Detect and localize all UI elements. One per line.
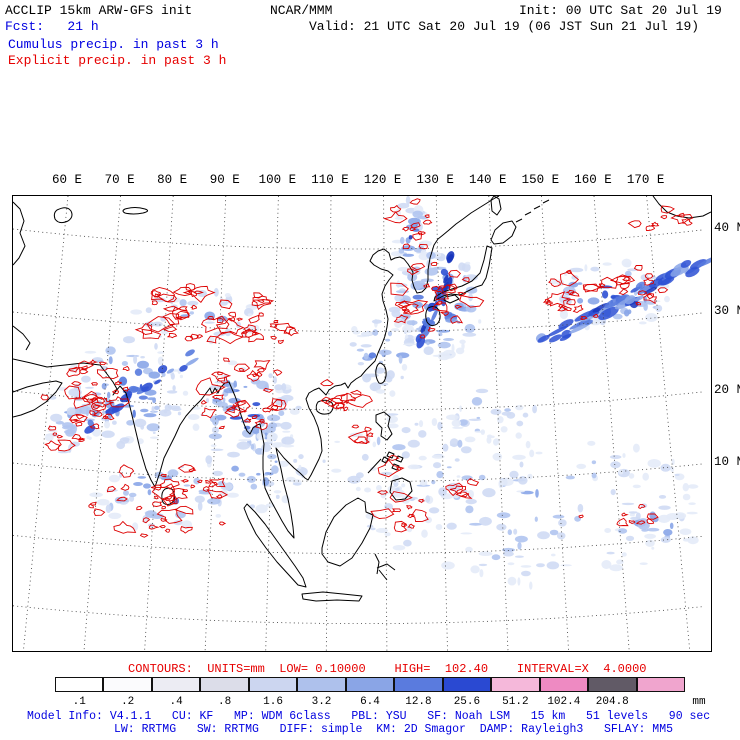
colorbar-box [200,677,249,692]
colorbar-box [297,677,346,692]
lon-label: 130 E [416,173,454,187]
map-canvas [13,196,711,651]
colorbar-tick-label: 12.8 [405,696,432,708]
lon-label: 110 E [311,173,349,187]
model-info-line2: LW: RRTMG SW: RRTMG DIFF: simple KM: 2D … [114,723,673,736]
colorbar-box [103,677,152,692]
lon-label: 70 E [104,173,135,187]
forecast-hour: Fcst: 21 h [5,19,99,34]
colorbar-box [248,677,298,692]
lat-label: 30 N [714,304,740,318]
latitude-axis: 40 N 30 N 20 N 10 N [714,195,740,650]
colorbar-box [394,677,443,692]
colorbar-tick-label: 102.4 [547,696,581,708]
lon-label: 100 E [258,173,297,187]
colorbar-tick-label: .8 [218,696,232,708]
lon-label: 90 E [209,173,240,187]
colorbar-tick-label: .4 [169,696,183,708]
lon-label: 120 E [363,173,402,187]
colorbar-tick-label: 204.8 [595,696,629,708]
longitude-axis: 60 E 70 E 80 E 90 E 100 E 110 E 120 E 130 E 140 … [12,173,710,189]
model-info-line1: Model Info: V4.1.1 CU: KF MP: WDM 6class… [27,710,711,723]
lon-label: 80 E [157,173,188,187]
colorbar-box [442,677,492,692]
coastlines [13,196,711,602]
init-time: Init: 00 UTC Sat 20 Jul 19 [519,3,722,18]
lon-label: 140 E [469,173,507,187]
colorbar-tick-label: 51.2 [502,696,529,708]
colorbar-tick-label: .1 [72,696,86,708]
colorbar-box [491,677,540,692]
colorbar-tick-label: .2 [121,696,135,708]
lat-label: 10 N [714,455,740,469]
valid-time: Valid: 21 UTC Sat 20 Jul 19 (06 JST Sun … [309,19,700,34]
colorbar-box [151,677,201,692]
colorbar-box [636,677,685,692]
graticule [13,196,704,651]
contour-info: CONTOURS: UNITS=mm LOW= 0.10000 HIGH= 10… [128,662,647,676]
cumulus-field-label: Cumulus precip. in past 3 h [8,37,219,52]
colorbar-box [345,677,395,692]
lon-label: 160 E [574,173,612,187]
cumulus-precip-contours [40,198,694,538]
lon-label: 60 E [51,173,83,187]
explicit-precip-shading [44,196,711,590]
explicit-field-label: Explicit precip. in past 3 h [8,53,227,68]
org-name: NCAR/MMM [270,3,333,18]
lat-label: 40 N [714,221,740,235]
colorbar-box [588,677,637,692]
lon-label: 170 E [626,173,665,187]
colorbar-tick-label: 25.6 [453,696,481,708]
colorbar-box [539,677,589,692]
colorbar-tick-label: 6.4 [360,696,380,708]
colorbar: .1 .2 .4 .8 1.6 3.2 6.4 12.8 25.6 51.2 102.4 204.8 m… [0,677,740,713]
colorbar-tick-label: 1.6 [263,696,283,708]
colorbar-units-label: mm [692,696,706,708]
map-frame [12,195,712,652]
colorbar-tick-label: 3.2 [311,696,332,708]
lon-label: 150 E [521,173,560,187]
model-run-title: ACCLIP 15km ARW-GFS init [5,3,193,18]
colorbar-box [55,677,104,692]
lat-label: 20 N [714,383,740,397]
